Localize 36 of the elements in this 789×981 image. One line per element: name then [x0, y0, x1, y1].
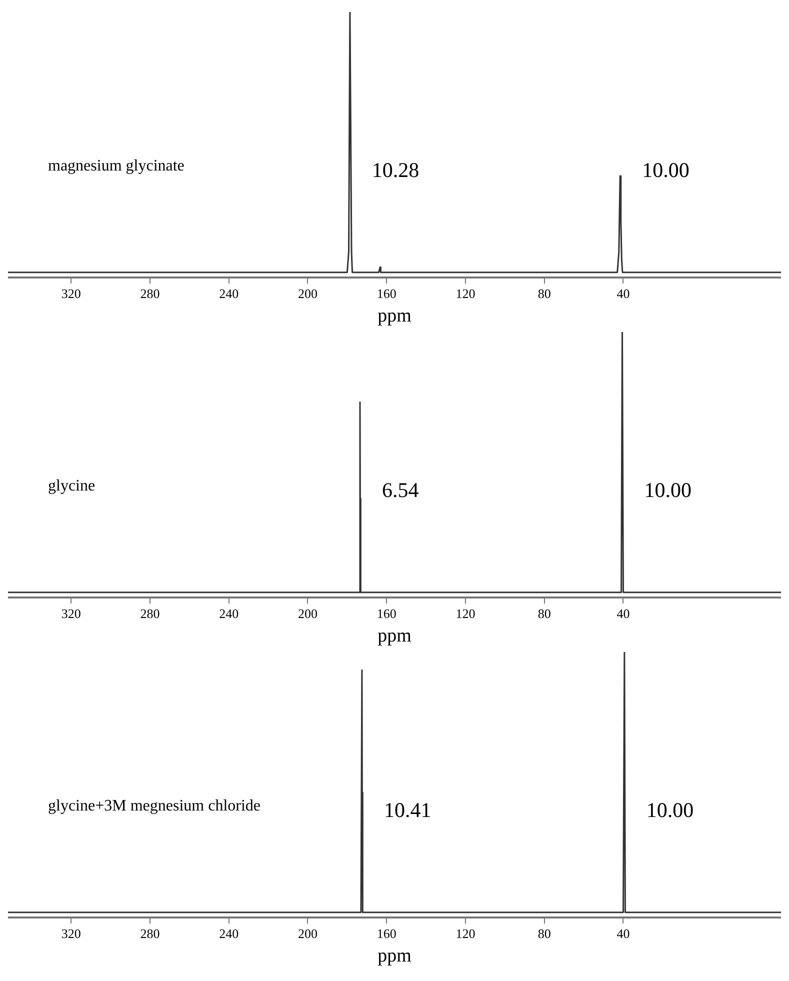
x-tick-label: 120 — [456, 606, 476, 621]
x-axis-title: ppm — [378, 626, 412, 647]
x-tick-label: 240 — [219, 606, 239, 621]
x-tick-label: 280 — [140, 926, 160, 941]
x-tick-label: 280 — [140, 286, 160, 301]
annotation: 6.54 — [382, 478, 420, 502]
x-tick-label: 320 — [61, 286, 81, 301]
x-tick-label: 160 — [376, 606, 396, 621]
x-axis-title: ppm — [378, 946, 412, 967]
x-tick-label: 200 — [298, 606, 318, 621]
annotation: 10.28 — [372, 158, 420, 182]
x-axis-title: ppm — [378, 306, 412, 327]
x-tick-label: 40 — [616, 926, 630, 941]
x-tick-label: 240 — [219, 926, 239, 941]
x-tick-label: 160 — [376, 926, 396, 941]
x-tick-label: 160 — [376, 286, 396, 301]
x-tick-label: 40 — [616, 606, 630, 621]
annotation: 10.00 — [642, 158, 690, 182]
x-tick-label: 320 — [61, 926, 81, 941]
x-tick-label: 80 — [538, 606, 551, 621]
text: magnesium glycinate — [48, 157, 184, 174]
annotation: 10.00 — [644, 478, 692, 502]
x-tick-label: 280 — [140, 606, 160, 621]
x-tick-label: 200 — [298, 926, 318, 941]
x-tick-label: 40 — [616, 286, 630, 301]
x-tick-label: 240 — [219, 286, 239, 301]
text: glycine — [48, 477, 96, 494]
text: glycine+3M megnesium chloride — [48, 797, 261, 814]
x-tick-label: 320 — [61, 606, 81, 621]
x-tick-label: 200 — [298, 286, 318, 301]
x-tick-label: 120 — [456, 286, 476, 301]
x-tick-label: 120 — [456, 926, 476, 941]
annotation: 10.41 — [384, 798, 432, 822]
x-tick-label: 80 — [538, 286, 551, 301]
x-tick-label: 80 — [538, 926, 551, 941]
annotation: 10.00 — [646, 798, 694, 822]
